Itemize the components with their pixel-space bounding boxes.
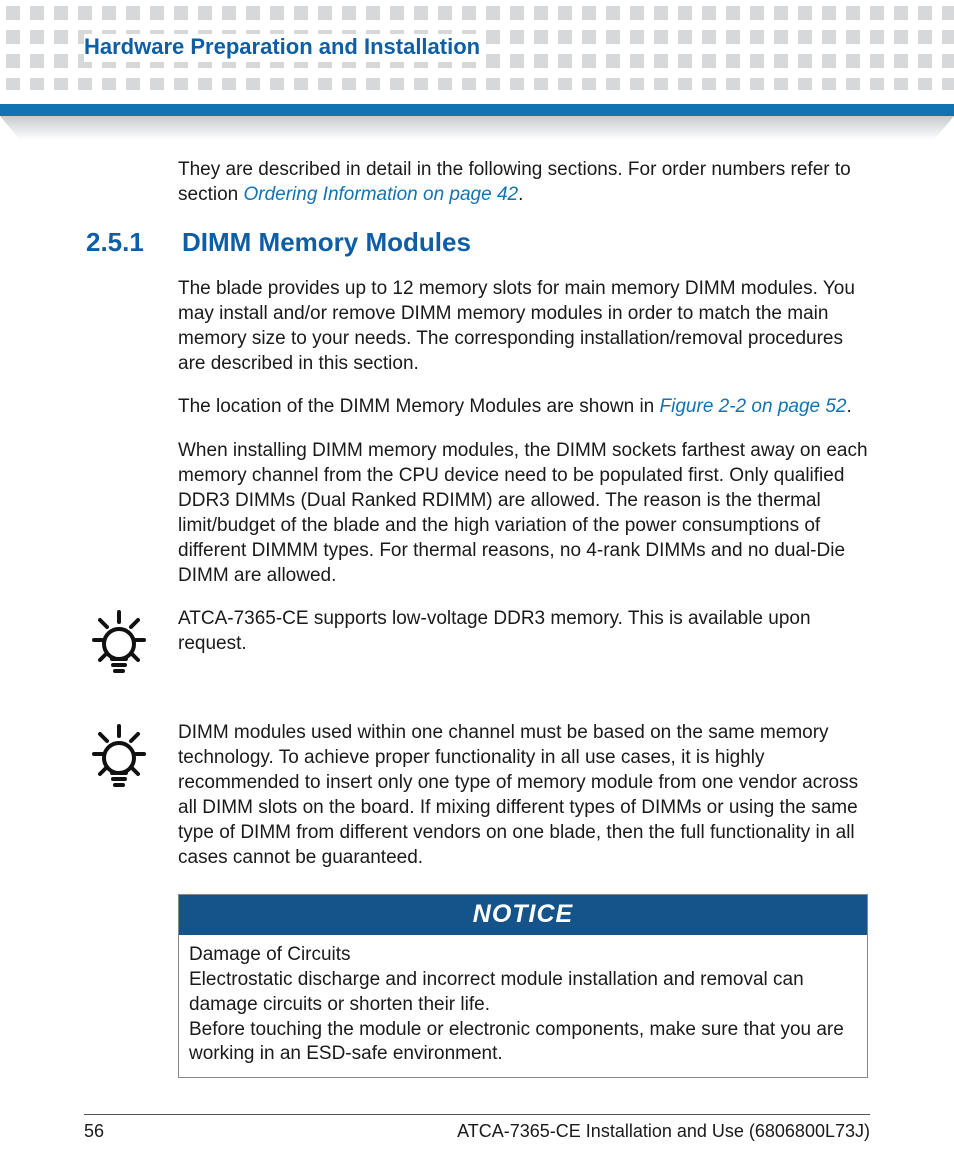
section-p1: The blade provides up to 12 memory slots… bbox=[178, 276, 868, 376]
section-p3: When installing DIMM memory modules, the… bbox=[178, 438, 868, 588]
section-p2: The location of the DIMM Memory Modules … bbox=[178, 394, 868, 419]
tip-block-1: ATCA-7365-CE supports low-voltage DDR3 m… bbox=[86, 606, 868, 680]
tip2-text: DIMM modules used within one channel mus… bbox=[178, 720, 868, 870]
page-number: 56 bbox=[84, 1121, 104, 1142]
chapter-title: Hardware Preparation and Installation bbox=[84, 34, 486, 62]
notice-line3: Before touching the module or electronic… bbox=[189, 1018, 857, 1067]
header-dot-band: Hardware Preparation and Installation bbox=[0, 0, 954, 90]
section-heading: 2.5.1 DIMM Memory Modules bbox=[86, 227, 868, 258]
section-p2-b: . bbox=[847, 396, 852, 417]
figure-ref-link[interactable]: Figure 2-2 on page 52 bbox=[660, 396, 847, 417]
page-content: They are described in detail in the foll… bbox=[0, 149, 954, 1088]
section-number: 2.5.1 bbox=[86, 227, 146, 258]
page-footer: 56 ATCA-7365-CE Installation and Use (68… bbox=[0, 1121, 954, 1176]
ordering-info-link[interactable]: Ordering Information on page 42 bbox=[243, 184, 518, 205]
intro-text-b: . bbox=[518, 184, 523, 205]
header-shadow-taper bbox=[0, 116, 954, 144]
header-accent-bar bbox=[0, 104, 954, 116]
notice-line1: Damage of Circuits bbox=[189, 943, 857, 968]
lightbulb-icon bbox=[86, 720, 152, 794]
intro-paragraph: They are described in detail in the foll… bbox=[178, 157, 868, 207]
footer-rule bbox=[84, 1114, 870, 1115]
tip1-text: ATCA-7365-CE supports low-voltage DDR3 m… bbox=[178, 606, 868, 656]
section-p2-a: The location of the DIMM Memory Modules … bbox=[178, 396, 660, 417]
doc-title-footer: ATCA-7365-CE Installation and Use (68068… bbox=[457, 1121, 870, 1142]
tip-block-2: DIMM modules used within one channel mus… bbox=[86, 720, 868, 870]
notice-line2: Electrostatic discharge and incorrect mo… bbox=[189, 968, 857, 1017]
notice-header: NOTICE bbox=[179, 895, 867, 935]
notice-body: Damage of Circuits Electrostatic dischar… bbox=[179, 935, 867, 1076]
notice-box: NOTICE Damage of Circuits Electrostatic … bbox=[178, 894, 868, 1077]
section-title: DIMM Memory Modules bbox=[182, 227, 471, 258]
lightbulb-icon bbox=[86, 606, 152, 680]
